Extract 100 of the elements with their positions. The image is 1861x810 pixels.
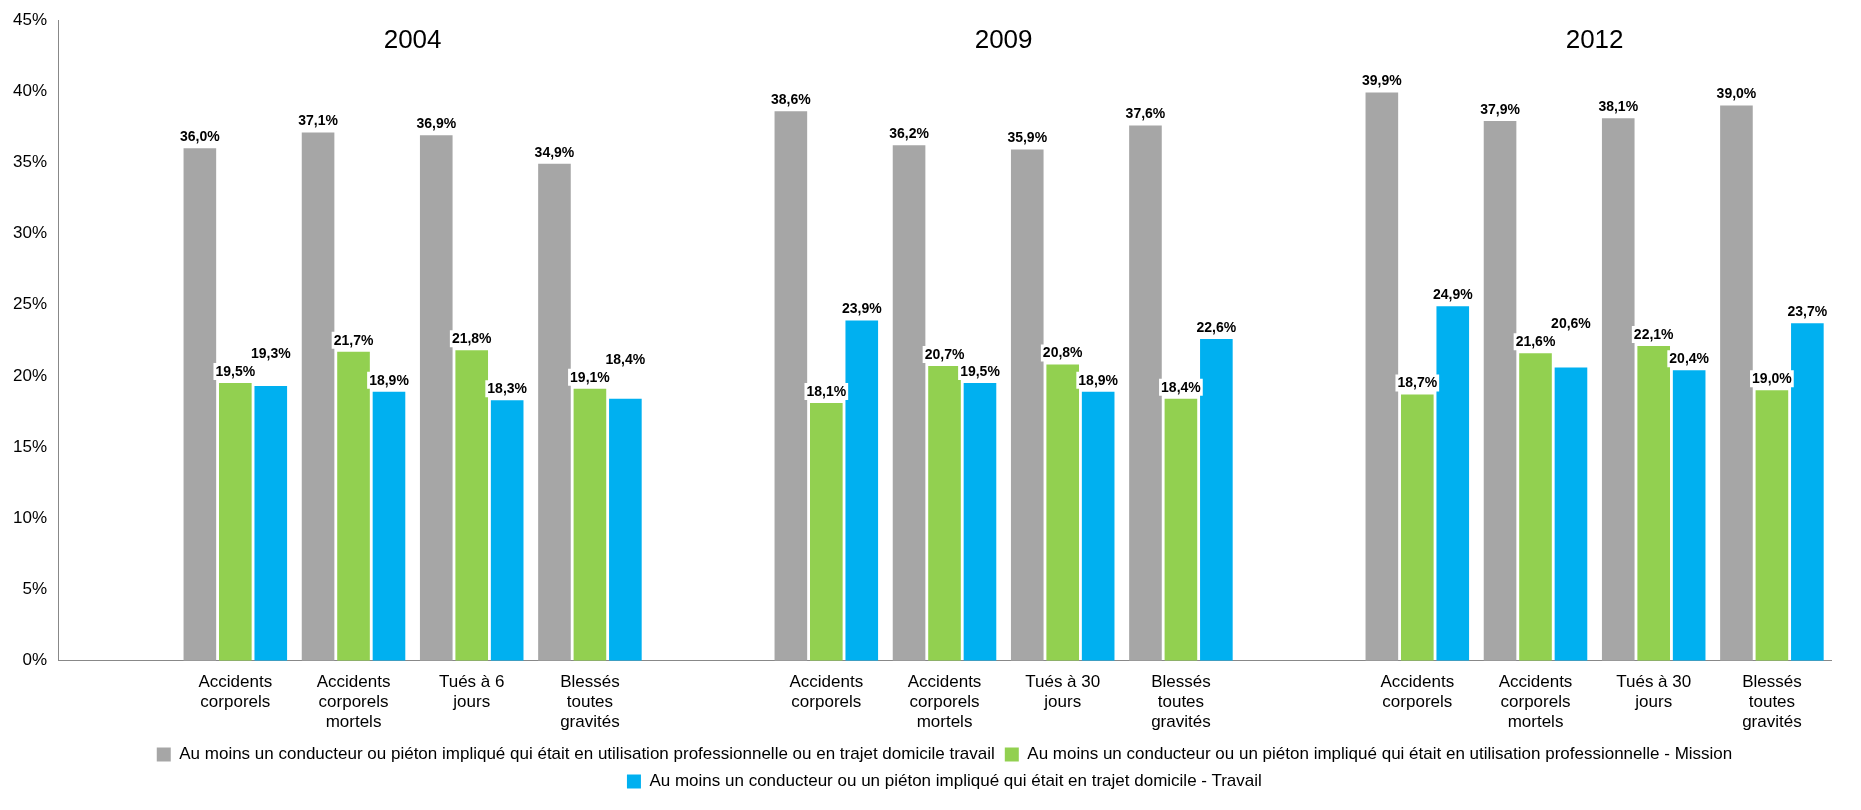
bar <box>183 148 217 661</box>
data-label: 19,5% <box>960 362 1001 379</box>
bar <box>538 163 571 661</box>
data-label: 21,7% <box>333 331 374 348</box>
data-label: 19,5% <box>215 362 256 379</box>
bar <box>928 366 961 661</box>
bar <box>892 145 926 661</box>
bar <box>1400 394 1434 661</box>
legend-label: Au moins un conducteur ou un piéton impliqué qui était en utilisation professionnelle - Mission <box>1027 744 1733 764</box>
bar <box>1164 398 1198 661</box>
x-tick-label: Tués à 30 jours <box>1616 671 1692 712</box>
bar <box>419 135 453 661</box>
bar <box>573 388 607 661</box>
bar <box>1200 338 1233 661</box>
bar <box>490 400 524 661</box>
bar <box>1720 105 1753 661</box>
data-label: 19,3% <box>250 344 292 361</box>
data-label: 18,7% <box>1397 374 1438 391</box>
y-tick-label: 25% <box>12 294 48 314</box>
data-label: 34,9% <box>534 143 575 160</box>
bar <box>1554 367 1588 661</box>
bar <box>1483 121 1517 661</box>
x-tick-label: Accidents corporels mortels <box>907 671 982 732</box>
data-label: 22,1% <box>1633 325 1675 342</box>
data-label: 18,9% <box>1078 371 1119 388</box>
data-label: 20,7% <box>924 345 965 362</box>
data-label: 18,1% <box>806 382 847 399</box>
y-tick-label: 40% <box>12 80 48 100</box>
bar <box>810 403 843 661</box>
x-tick-label: Accidents corporels <box>198 671 273 712</box>
bar <box>1010 149 1044 661</box>
data-label: 20,8% <box>1042 344 1084 361</box>
data-label: 35,9% <box>1007 129 1048 146</box>
x-tick-label: Tués à 30 jours <box>1025 671 1101 712</box>
data-label: 21,6% <box>1515 333 1556 350</box>
bar <box>1637 346 1671 661</box>
y-tick-label: 35% <box>12 152 48 172</box>
x-tick-label: Blessés toutes gravités <box>1742 671 1802 732</box>
bar <box>845 320 879 661</box>
data-label: 38,1% <box>1598 98 1639 115</box>
data-label: 37,9% <box>1480 100 1521 117</box>
bar <box>1081 391 1115 661</box>
annotation: 2004 <box>383 24 442 55</box>
data-label: 24,9% <box>1432 286 1474 303</box>
data-label: 39,9% <box>1361 72 1403 89</box>
bar <box>1519 353 1552 661</box>
bar <box>963 383 997 661</box>
data-label: 20,6% <box>1551 315 1592 332</box>
data-label: 39,0% <box>1716 85 1757 102</box>
y-tick-label: 30% <box>12 223 48 243</box>
x-tick-label: Accidents corporels mortels <box>316 671 391 732</box>
bar <box>219 383 252 661</box>
x-tick-label: Blessés toutes gravités <box>1151 671 1211 732</box>
y-tick-label: 15% <box>12 436 48 456</box>
annotation: 2009 <box>974 24 1033 55</box>
bar <box>774 111 808 661</box>
y-tick-label: 5% <box>22 579 48 599</box>
data-label: 36,2% <box>889 125 930 142</box>
x-tick-label: Tués à 6 jours <box>438 671 505 712</box>
data-label: 36,0% <box>180 128 221 145</box>
data-label: 38,6% <box>771 91 812 107</box>
bar <box>1755 390 1789 661</box>
x-tick-label: Accidents corporels mortels <box>1498 671 1573 732</box>
data-label: 23,7% <box>1787 303 1828 320</box>
bar <box>1046 364 1080 661</box>
legend-label: Au moins un conducteur ou un piéton impliqué qui était en trajet domicile - Travail <box>649 771 1262 791</box>
data-label: 37,1% <box>298 112 339 129</box>
y-tick-label: 10% <box>12 508 48 528</box>
bar <box>1129 125 1162 661</box>
data-label: 36,9% <box>416 115 457 132</box>
bar <box>372 391 406 661</box>
y-tick-label: 0% <box>22 650 48 670</box>
data-label: 21,8% <box>451 330 493 347</box>
bar <box>254 385 288 661</box>
bar <box>1436 306 1470 661</box>
y-tick-label: 45% <box>12 9 48 29</box>
x-tick-label: Accidents corporels <box>1380 671 1455 712</box>
x-tick-label: Blessés toutes gravités <box>560 671 620 732</box>
annotation: 2012 <box>1565 24 1624 55</box>
bar <box>301 132 335 661</box>
bar <box>1672 370 1706 661</box>
data-label: 23,9% <box>841 300 883 317</box>
bar <box>609 398 642 661</box>
bar <box>1365 92 1399 661</box>
bar <box>1601 118 1635 661</box>
x-tick-label: Accidents corporels <box>789 671 864 712</box>
data-label: 18,4% <box>605 350 646 367</box>
data-label: 18,9% <box>369 371 410 388</box>
bar <box>455 350 489 661</box>
y-tick-label: 20% <box>12 365 48 385</box>
bar <box>337 351 370 661</box>
data-label: 18,4% <box>1161 378 1202 395</box>
data-label: 37,6% <box>1125 105 1166 122</box>
data-label: 20,4% <box>1669 350 1710 367</box>
legend-label: Au moins un conducteur ou piéton impliqué qui était en utilisation professionnelle ou en trajet domicile travail <box>179 744 995 764</box>
data-label: 18,3% <box>487 380 528 397</box>
data-label: 19,0% <box>1752 370 1793 387</box>
bar <box>1791 323 1824 661</box>
data-label: 19,1% <box>570 368 611 385</box>
data-label: 22,6% <box>1196 318 1237 335</box>
